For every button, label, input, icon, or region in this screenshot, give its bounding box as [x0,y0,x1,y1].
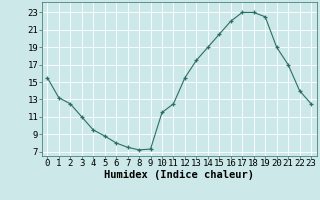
X-axis label: Humidex (Indice chaleur): Humidex (Indice chaleur) [104,170,254,180]
